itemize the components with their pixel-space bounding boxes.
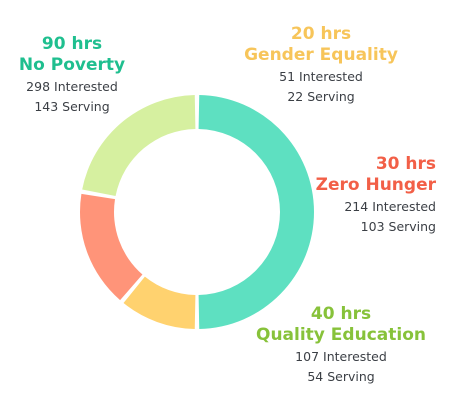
donut-slice-quality-education	[82, 95, 196, 197]
no-poverty-hours: 90 hrs	[41, 34, 103, 54]
label-zero-hunger: 30 hrs Zero Hunger 214 Interested 103 Se…	[300, 154, 436, 237]
label-gender-equality: 20 hrs Gender Equality 51 Interested 22 …	[236, 24, 406, 107]
label-quality-education: 40 hrs Quality Education 107 Interested …	[246, 304, 436, 387]
quality-education-hours: 40 hrs	[310, 304, 372, 324]
no-poverty-serving: 143 Serving	[34, 98, 110, 114]
label-no-poverty: 90 hrs No Poverty 298 Interested 143 Ser…	[8, 34, 136, 117]
quality-education-name: Quality Education	[256, 325, 426, 346]
donut-slice-gender-equality	[123, 276, 196, 329]
zero-hunger-serving: 103 Serving	[360, 218, 436, 234]
donut-slice-zero-hunger	[79, 193, 143, 301]
zero-hunger-name: Zero Hunger	[315, 175, 436, 196]
gender-equality-serving: 22 Serving	[287, 88, 355, 104]
gender-equality-interested: 51 Interested	[279, 68, 363, 84]
quality-education-interested: 107 Interested	[295, 348, 387, 364]
zero-hunger-hours: 30 hrs	[375, 154, 436, 174]
quality-education-serving: 54 Serving	[307, 368, 375, 384]
donut-slice-no-poverty	[198, 95, 315, 329]
gender-equality-hours: 20 hrs	[290, 24, 352, 44]
no-poverty-interested: 298 Interested	[26, 78, 118, 94]
gender-equality-name: Gender Equality	[244, 45, 398, 66]
zero-hunger-interested: 214 Interested	[344, 198, 436, 214]
no-poverty-name: No Poverty	[18, 55, 126, 76]
